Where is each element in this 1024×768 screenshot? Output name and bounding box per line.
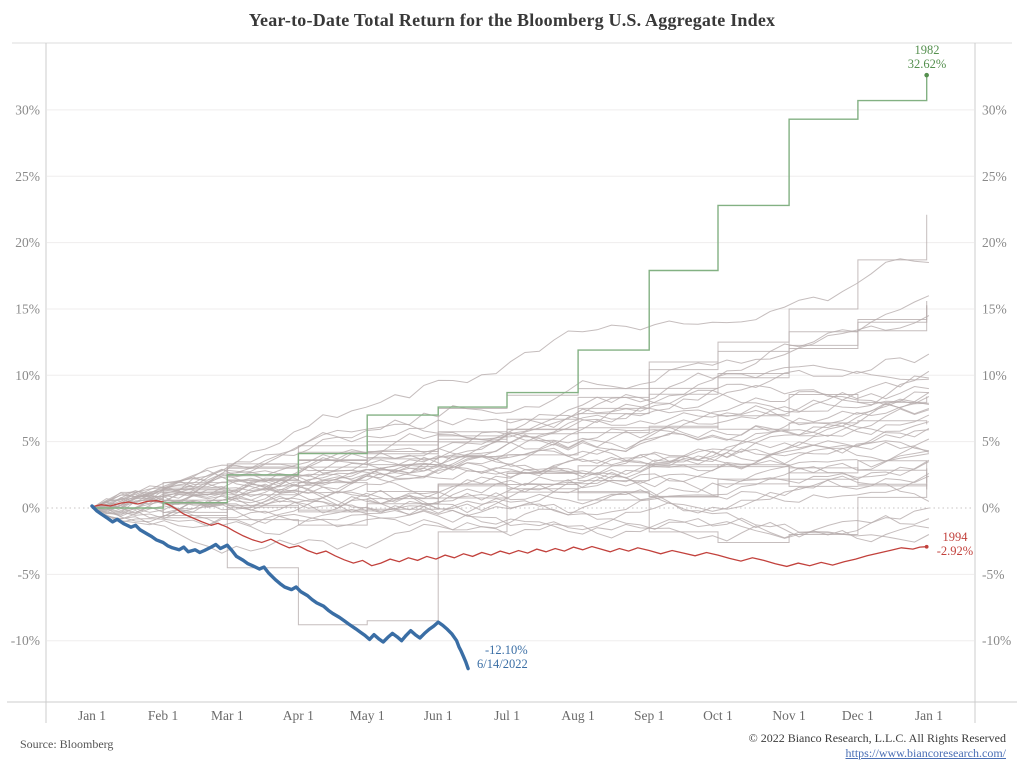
y-axis-tick-label-right: 10%	[982, 368, 1007, 383]
background-year-line-1991	[91, 295, 930, 509]
y-axis-tick-label-left: 20%	[15, 235, 40, 250]
background-year-line-2012	[91, 446, 930, 509]
y-axis-tick-label-left: -10%	[11, 633, 40, 648]
annotation-2022: -12.10% 6/14/2022	[477, 643, 567, 671]
background-year-line-1993	[91, 375, 929, 516]
y-axis-tick-label-left: -5%	[18, 567, 41, 582]
annotation-1994: 1994 -2.92%	[933, 530, 977, 558]
y-axis-tick-label-right: 0%	[982, 501, 1000, 516]
background-year-line-1995	[91, 258, 929, 509]
x-axis-tick-label: Sep 1	[634, 708, 664, 723]
x-axis-tick-label: May 1	[350, 708, 385, 723]
annotation-1994-value: -2.92%	[936, 543, 974, 558]
x-axis-tick-label: Mar 1	[211, 708, 244, 723]
series-1982-line	[92, 75, 928, 509]
background-year-line-1980	[92, 472, 928, 626]
background-year-line-2006	[91, 450, 929, 517]
annotation-1994-year: 1994	[942, 530, 968, 544]
background-year-line-1992	[91, 408, 930, 513]
x-axis-tick-label: Jan 1	[78, 708, 106, 723]
background-year-line-2005	[91, 475, 930, 531]
y-axis-tick-label-right: -10%	[982, 633, 1011, 648]
x-axis-tick-label: Oct 1	[703, 708, 733, 723]
background-year-line-2010	[91, 421, 930, 509]
y-axis-tick-label-left: 30%	[15, 102, 40, 117]
footer-right: © 2022 Bianco Research, L.L.C. All Right…	[749, 731, 1006, 760]
x-axis-tick-label: Jan 1	[915, 708, 943, 723]
background-year-line-1990	[91, 385, 929, 511]
y-axis-tick-label-right: 20%	[982, 235, 1007, 250]
x-axis-tick-label: Dec 1	[842, 708, 874, 723]
background-year-line-2008	[92, 438, 930, 520]
chart-title: Year-to-Date Total Return for the Bloomb…	[248, 10, 776, 30]
series-1994-line	[91, 500, 927, 568]
background-year-line-1989	[91, 315, 930, 509]
y-axis-tick-label-left: 15%	[15, 301, 40, 316]
y-axis-tick-label-right: 25%	[982, 169, 1007, 184]
x-axis-tick-label: Aug 1	[561, 708, 594, 723]
background-year-line-2014	[91, 422, 930, 513]
y-axis-tick-label-left: 25%	[15, 169, 40, 184]
x-axis-tick-label: Feb 1	[148, 708, 178, 723]
background-year-line-2013	[91, 491, 930, 543]
background-year-line-2004	[91, 440, 929, 509]
annotation-1982-value: 32.62%	[907, 56, 947, 71]
background-year-line-2015	[91, 475, 930, 531]
y-axis-tick-label-right: 5%	[982, 434, 1000, 449]
copyright-text: © 2022 Bianco Research, L.L.C. All Right…	[748, 731, 1006, 745]
y-axis-tick-label-right: -5%	[982, 567, 1005, 582]
y-axis-tick-label-right: 15%	[982, 301, 1007, 316]
annotation-2022-date: 6/14/2022	[477, 656, 528, 671]
x-axis-tick-label: Jul 1	[494, 708, 520, 723]
x-axis-tick-label: Nov 1	[772, 708, 805, 723]
series-1982-end-marker	[924, 72, 929, 78]
background-year-line-2000	[91, 353, 930, 512]
series-2022-line	[90, 504, 470, 671]
background-year-line-2020	[91, 402, 930, 509]
y-axis-tick-label-left: 5%	[22, 434, 40, 449]
source-note: Source: Bloomberg	[20, 737, 114, 751]
background-year-line-2011	[91, 401, 929, 509]
background-year-line-2017	[91, 461, 930, 512]
annotation-2022-value: -12.10%	[485, 643, 528, 657]
background-year-line-2016	[91, 473, 930, 536]
website-link[interactable]: https://www.biancoresearch.com/	[845, 745, 1006, 760]
annotation-1982-year: 1982	[914, 43, 940, 57]
background-year-line-2002	[91, 370, 930, 509]
y-axis-tick-label-left: 0%	[22, 501, 40, 516]
background-year-line-1999	[92, 475, 930, 538]
x-axis-tick-label: Apr 1	[283, 708, 314, 723]
annotation-1982: 1982 32.62%	[887, 43, 967, 71]
series-1994-end-marker	[924, 544, 929, 549]
x-axis-tick-label: Jun 1	[424, 708, 453, 723]
y-axis-tick-label-right: 30%	[982, 102, 1007, 117]
background-year-line-2018	[91, 507, 930, 542]
y-axis-tick-label-left: 10%	[15, 368, 40, 383]
